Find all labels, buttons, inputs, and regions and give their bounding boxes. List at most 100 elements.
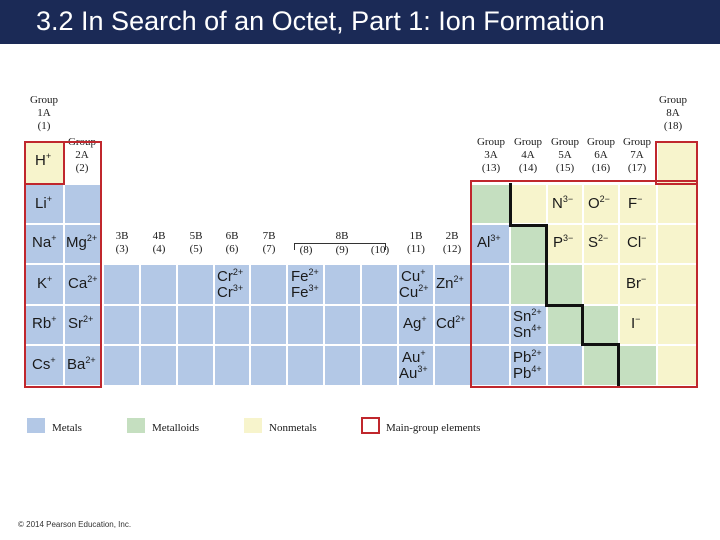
ion-rb: Rb+	[32, 315, 56, 333]
legend-nonmetals-swatch	[244, 418, 262, 433]
ion-cs-charge: +	[50, 355, 56, 365]
element-cell	[103, 305, 140, 345]
ion-na-symbol: Na	[32, 234, 52, 251]
element-cell	[64, 345, 103, 386]
ion-au1-symbol: Au	[402, 349, 421, 366]
element-cell	[250, 264, 287, 305]
ion-fe2-charge: 2+	[308, 267, 319, 277]
ion-ca-charge: 2+	[87, 274, 98, 284]
ion-br: Br−	[626, 275, 646, 293]
ion-sn2-charge: 2+	[531, 307, 542, 317]
legend-main-group-label: Main-group elements	[386, 422, 481, 434]
ion-na-charge: +	[51, 233, 57, 243]
ion-mg: Mg2+	[66, 234, 97, 252]
element-cell	[64, 264, 103, 305]
element-cell	[583, 184, 619, 224]
copyright-notice: © 2014 Pearson Education, Inc.	[18, 520, 132, 529]
ion-p: P3−	[553, 234, 573, 252]
ion-ag-symbol: Ag	[403, 315, 422, 332]
staircase-line-6	[581, 343, 619, 346]
ion-n: N3−	[552, 195, 573, 213]
staircase-line-7	[617, 343, 620, 386]
ion-h-charge: +	[45, 151, 52, 161]
ion-k-charge: +	[47, 274, 53, 284]
element-cell	[64, 305, 103, 345]
element-cell	[657, 224, 697, 264]
ion-o: O2−	[588, 195, 610, 213]
legend-metals-label: Metals	[52, 422, 82, 434]
legend-metalloids-swatch	[127, 418, 145, 433]
ion-s: S2−	[588, 234, 608, 252]
ion-zn: Zn2+	[436, 275, 464, 293]
ion-cu1: Cu+	[401, 268, 425, 286]
element-cell	[434, 264, 471, 305]
group-label-g5a: Group 5A (15)	[550, 136, 580, 174]
element-cell	[177, 345, 214, 386]
ion-pb2-symbol: Pb	[513, 349, 532, 366]
ion-al: Al3+	[477, 234, 501, 252]
group-label-g8b: 8B	[335, 230, 349, 242]
element-cell	[140, 345, 177, 386]
ion-sr-symbol: Sr	[68, 315, 83, 332]
element-cell	[657, 305, 697, 345]
element-cell	[510, 305, 547, 345]
ion-cu1-charge: +	[420, 267, 426, 277]
element-cell	[471, 184, 510, 224]
ion-k-symbol: K	[37, 275, 48, 292]
ion-li-symbol: Li	[35, 195, 47, 212]
element-cell	[140, 264, 177, 305]
main-group-outline-he-cell	[655, 141, 698, 185]
ion-sn2-symbol: Sn	[513, 308, 532, 325]
element-cell	[510, 184, 547, 224]
ion-au3-symbol: Au	[399, 365, 418, 382]
ion-li-charge: +	[46, 194, 52, 204]
ion-pb2-charge: 2+	[531, 348, 542, 358]
ion-h: H+	[35, 152, 51, 170]
element-cell	[64, 224, 103, 264]
ion-fe2-symbol: Fe	[291, 268, 309, 285]
ion-fe3-symbol: Fe	[291, 284, 309, 301]
ion-mg-symbol: Mg	[66, 234, 87, 251]
ion-ba: Ba2+	[67, 356, 96, 374]
ion-pb4-symbol: Pb	[513, 365, 532, 382]
element-cell	[547, 224, 583, 264]
ion-cr3-symbol: Cr	[217, 284, 233, 301]
ion-s-charge: 2−	[598, 233, 609, 243]
ion-mg-charge: 2+	[86, 233, 98, 243]
element-cell	[510, 345, 547, 386]
ion-cl: Cl−	[627, 234, 646, 252]
ion-fe3: Fe3+	[291, 284, 319, 302]
element-cell	[547, 264, 583, 305]
element-cell	[250, 305, 287, 345]
group-label-g9: (9)	[335, 244, 349, 256]
ion-cd: Cd2+	[436, 315, 465, 333]
element-cell	[619, 264, 657, 305]
element-cell	[361, 345, 398, 386]
element-cell	[398, 345, 434, 386]
ion-pb2: Pb2+	[513, 349, 542, 367]
ion-cu2: Cu2+	[399, 284, 428, 302]
element-cell	[250, 345, 287, 386]
ion-pb4-charge: 4+	[531, 364, 542, 374]
element-cell	[657, 345, 697, 386]
ion-ca-symbol: Ca	[68, 275, 88, 292]
ion-al-charge: 3+	[490, 233, 501, 243]
legend-metalloids-label: Metalloids	[152, 422, 200, 434]
element-cell	[547, 305, 583, 345]
ion-al-symbol: Al	[477, 234, 491, 251]
group-label-g1b: 1B (11)	[407, 230, 425, 255]
element-cell	[103, 345, 140, 386]
ion-f: F−	[628, 195, 642, 213]
group-label-g8: (8)	[299, 244, 313, 256]
element-cell	[547, 184, 583, 224]
ion-cs: Cs+	[32, 356, 56, 374]
ion-zn-symbol: Zn	[436, 275, 454, 292]
element-cell	[361, 264, 398, 305]
element-cell	[510, 224, 547, 264]
ion-cr2: Cr2+	[217, 268, 243, 286]
ion-i-symbol: I	[631, 315, 636, 332]
element-cell	[583, 224, 619, 264]
ion-br-symbol: Br	[626, 275, 641, 292]
ion-au3: Au3+	[399, 365, 428, 383]
ion-ba-charge: 2+	[85, 355, 96, 365]
